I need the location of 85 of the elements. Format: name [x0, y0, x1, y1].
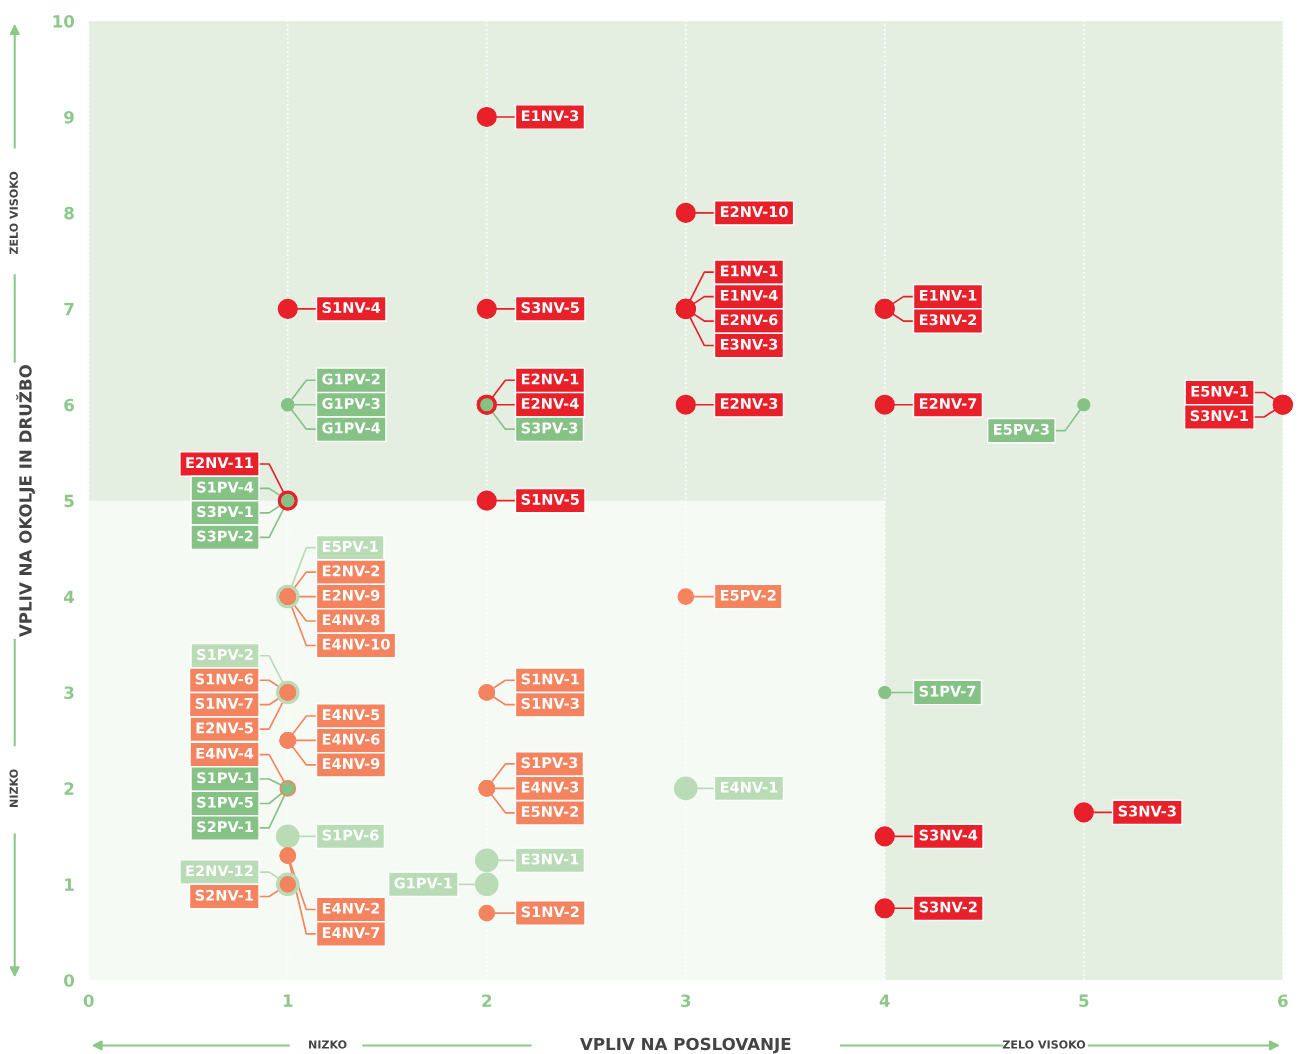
data-label: E3NV-1	[521, 853, 579, 865]
x-tick-label: 0	[83, 994, 94, 1008]
data-label: E1NV-1	[919, 289, 977, 301]
data-label: G1PV-4	[322, 422, 381, 434]
data-label: E2NV-3	[720, 397, 778, 409]
data-label: E3NV-3	[720, 338, 778, 350]
data-label: E2NV-10	[720, 206, 788, 218]
data-label: S2NV-1	[195, 889, 253, 901]
y-tick-label: 1	[65, 878, 74, 891]
data-label: S1PV-7	[919, 685, 976, 697]
data-label: E4NV-7	[322, 927, 380, 938]
data-label: E5PV-2	[720, 589, 776, 601]
data-label: E2NV-4	[521, 397, 579, 409]
data-label: E2NV-6	[720, 314, 778, 326]
data-label: E5NV-2	[521, 806, 579, 818]
data-label: E4NV-5	[322, 709, 380, 721]
data-label: E4NV-9	[322, 758, 380, 770]
data-label: E4NV-6	[322, 733, 380, 745]
data-label: S1NV-4	[322, 302, 381, 314]
text: NIZKO	[9, 769, 18, 807]
data-label: S1NV-6	[195, 673, 254, 685]
y-tick-label: 8	[64, 206, 74, 220]
data-label: G1PV-3	[322, 397, 380, 409]
data-label: S1NV-2	[521, 906, 579, 918]
data-label: E4NV-4	[196, 747, 254, 759]
data-label: E2NV-2	[322, 565, 380, 577]
x-axis-title: VPLIV NA POSLOVANJE	[580, 1037, 791, 1054]
data-label: S1NV-1	[521, 673, 579, 685]
data-label: E4NV-2	[322, 902, 380, 914]
data-label: E2NV-7	[919, 397, 977, 409]
y-tick-label: 6	[64, 398, 74, 412]
data-label: S3PV-1	[197, 506, 253, 518]
y-tick-label: 10	[53, 15, 75, 28]
y-axis-title: VPLIV NA OKOLJE IN DRUŽBO	[16, 365, 35, 638]
data-label: E5PV-1	[322, 541, 378, 552]
data-label: S3PV-2	[197, 530, 253, 542]
data-label: S1NV-7	[195, 697, 253, 709]
x-tick-label: 1	[283, 994, 293, 1007]
data-label: S3NV-5	[521, 302, 579, 314]
data-label: S1NV-3	[521, 697, 579, 709]
data-label: S1PV-4	[197, 481, 254, 493]
data-label: E3NV-2	[919, 314, 977, 326]
data-label: S3NV-3	[1118, 805, 1176, 817]
x-tick-label: 4	[879, 994, 890, 1007]
x-tick-label: 3	[681, 994, 691, 1008]
data-label: S3NV-4	[919, 829, 978, 841]
data-label: S3PV-3	[521, 422, 578, 434]
y-tick-label: 5	[64, 494, 74, 508]
data-label: E2NV-11	[186, 457, 253, 468]
data-label: E2NV-12	[186, 865, 253, 877]
data-label: S3NV-1	[1190, 410, 1248, 422]
data-label: E1NV-3	[521, 110, 579, 122]
text: NIZKO	[309, 1040, 347, 1049]
x-tick-label: 5	[1079, 994, 1089, 1008]
data-label: S2PV-1	[197, 821, 253, 833]
data-label: E5PV-3	[994, 423, 1049, 435]
y-tick-label: 9	[64, 110, 74, 124]
text: ZELO VISOKO	[1002, 1040, 1086, 1049]
data-label: S3NV-2	[919, 901, 977, 913]
data-label: E4NV-8	[322, 614, 380, 626]
data-label: E1NV-4	[720, 289, 778, 301]
y-tick-label: 4	[64, 590, 75, 603]
data-label: E4NV-3	[521, 781, 579, 793]
data-label: G1PV-1	[394, 877, 452, 889]
data-label: S1PV-3	[521, 757, 578, 769]
data-label: G1PV-2	[322, 373, 380, 385]
data-label: E1NV-1	[720, 265, 778, 277]
y-tick-label: 2	[64, 782, 74, 795]
y-tick-label: 3	[64, 686, 74, 700]
data-label: E5NV-1	[1191, 385, 1248, 397]
data-label: S1PV-5	[197, 796, 253, 808]
x-tick-label: 2	[482, 994, 492, 1007]
x-tick-label: 6	[1278, 994, 1288, 1008]
data-label: E4NV-1	[720, 781, 778, 793]
text: ZELO VISOKO	[9, 171, 18, 255]
data-label: S1NV-5	[521, 493, 579, 505]
y-tick-label: 0	[64, 974, 75, 987]
data-label: S1PV-6	[322, 829, 379, 841]
data-label: S1PV-2	[197, 648, 253, 661]
data-label: E4NV-10	[322, 638, 390, 650]
data-label: E2NV-1	[521, 373, 579, 385]
data-label: E2NV-9	[322, 589, 380, 601]
data-label: E2NV-5	[196, 722, 253, 734]
y-tick-label: 7	[64, 303, 74, 316]
data-label: S1PV-1	[197, 772, 253, 784]
